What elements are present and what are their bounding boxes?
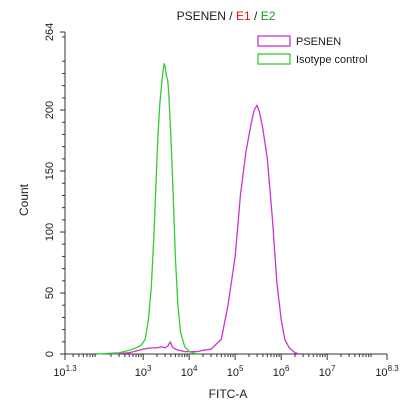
x-tick-label: 105 <box>227 364 244 379</box>
title-part-3: / <box>251 9 261 23</box>
y-tick-label: 100 <box>44 223 56 241</box>
x-tick-label: 107 <box>319 364 336 379</box>
x-axis-label: FITC-A <box>209 387 248 401</box>
x-tick-label: 106 <box>273 364 290 379</box>
series-line-0 <box>110 104 300 355</box>
y-tick-label: 264 <box>44 23 56 41</box>
x-tick-label: 104 <box>181 364 198 379</box>
chart-title: PSENEN / E1 / E2 <box>177 9 276 23</box>
x-tick-label: 103 <box>135 364 152 379</box>
legend-swatch-1 <box>257 53 291 65</box>
legend-label-1: Isotype control <box>296 54 368 66</box>
legend-label-0: PSENEN <box>296 36 341 48</box>
y-tick-label: 200 <box>44 101 56 119</box>
title-part-0: PSENEN <box>177 9 226 23</box>
x-tick-label: 108.3 <box>375 364 399 379</box>
legend: PSENEN Isotype control <box>257 35 368 66</box>
series-layer <box>97 63 300 355</box>
y-tick-label: 50 <box>44 287 56 299</box>
series-line-1 <box>97 63 198 355</box>
title-part-2: E1 <box>236 9 251 23</box>
y-axis-label: Count <box>17 183 31 216</box>
legend-swatch-0 <box>257 35 291 47</box>
title-part-4: E2 <box>261 9 276 23</box>
axes: 0 50 100 150 200 264 101.3 103 104 105 106 107 108.3 <box>44 23 399 379</box>
y-tick-label: 150 <box>44 162 56 180</box>
y-tick-label: 0 <box>44 351 56 357</box>
title-part-1: / <box>226 9 236 23</box>
x-tick-label: 101.3 <box>53 364 77 379</box>
